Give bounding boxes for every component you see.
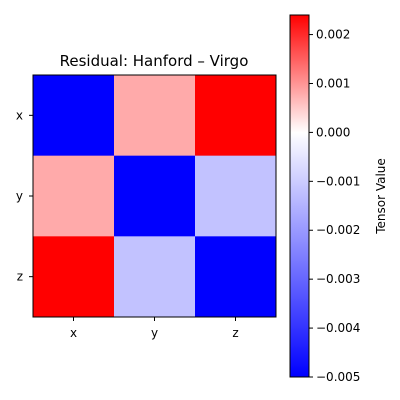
- colorbar-tick-label: 0.001: [316, 76, 350, 90]
- chart-title: Residual: Hanford – Virgo: [60, 52, 249, 70]
- colorbar-tick-label: −0.005: [316, 370, 360, 384]
- y-tick-label: y: [16, 189, 23, 203]
- y-tick-label: z: [17, 270, 23, 284]
- heatmap-cell-y-y: [114, 155, 196, 237]
- x-tick-label: z: [232, 326, 238, 340]
- heatmap-cell-z-y: [114, 236, 196, 318]
- colorbar-tick-label: −0.003: [316, 272, 360, 286]
- heatmap-cell-z-x: [33, 236, 115, 318]
- heatmap-cells: [33, 75, 277, 318]
- colorbar-tick-label: 0.002: [316, 28, 350, 42]
- colorbar-axis: 0.002 0.001 0.000 −0.001 −0.002 −0.003 −0.004 −…: [309, 28, 360, 384]
- colorbar-tick-label: −0.002: [316, 223, 360, 237]
- colorbar-tick-label: −0.001: [316, 174, 360, 188]
- colorbar-tick-label: 0.000: [316, 125, 350, 139]
- y-tick-label: x: [16, 108, 23, 122]
- x-tick-label: x: [70, 326, 77, 340]
- heatmap-cell-y-z: [195, 155, 277, 237]
- colorbar-tick-label: −0.004: [316, 321, 360, 335]
- y-axis: x y z: [16, 108, 33, 284]
- x-tick-label: y: [151, 326, 158, 340]
- heatmap-cell-x-x: [33, 75, 115, 157]
- colorbar: [289, 14, 310, 378]
- colorbar-label: Tensor Value: [374, 158, 388, 235]
- heatmap-cell-z-z: [195, 236, 277, 318]
- heatmap-cell-y-x: [33, 155, 115, 237]
- heatmap-cell-x-z: [195, 75, 277, 157]
- x-axis: x y z: [70, 317, 239, 340]
- heatmap-cell-x-y: [114, 75, 196, 157]
